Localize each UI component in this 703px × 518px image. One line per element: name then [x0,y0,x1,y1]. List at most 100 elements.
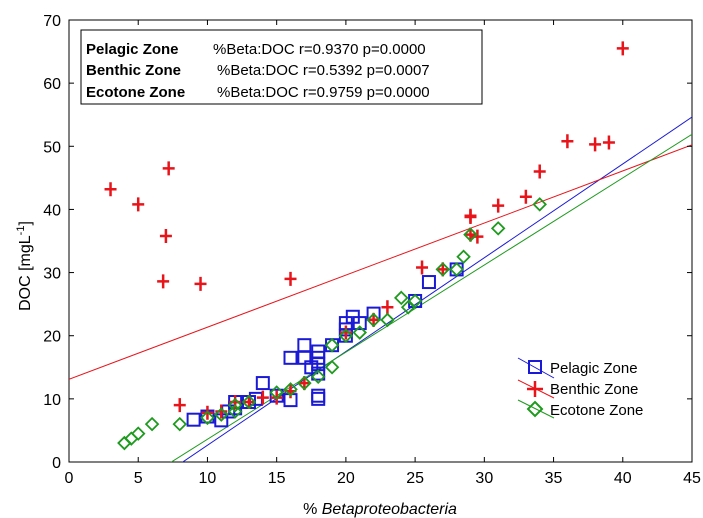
stats-box: Pelagic Zone %Beta:DOC r=0.9370 p=0.0000… [80,29,483,105]
data-point-diamond [227,397,243,413]
x-tick-label: 15 [268,470,286,487]
legend-item-pelagic: Pelagic Zone [517,357,638,379]
data-point-diamond [130,426,146,441]
stats-text-benthic: %Beta:DOC r=0.5392 p=0.0007 [217,62,430,79]
data-point-square [283,350,298,365]
stats-zone-pelagic: Pelagic Zone [86,41,179,58]
y-axis-title: DOC [mgL-1] [15,221,34,311]
x-tick-label: 40 [614,470,632,487]
x-tick-label: 10 [199,470,217,487]
legend-label-pelagic: Pelagic Zone [550,360,638,377]
data-point-plus [157,274,170,289]
data-point-plus [464,208,477,223]
data-point-diamond [435,262,451,277]
stats-text-pelagic: %Beta:DOC r=0.9370 p=0.0000 [213,41,426,58]
data-point-square [297,338,312,353]
series-ecotone-zone [117,197,547,451]
regression-line-ecotone-zone [170,133,692,462]
svg-text:% Betaproteobacteria: % Betaproteobacteria [303,501,457,518]
data-point-plus [416,260,429,275]
data-point-diamond [269,385,284,400]
data-point-square [186,412,201,427]
x-tick-label: 25 [406,470,424,487]
legend: Pelagic Zone Benthic Zone Ecotone Zone [517,357,643,419]
x-tick-label: 5 [134,470,143,487]
legend-marker-pelagic [528,360,542,374]
y-tick-label: 60 [43,76,61,93]
data-point-plus [436,262,449,277]
data-point-plus [104,182,117,197]
data-point-plus [162,161,175,176]
data-point-square [352,316,367,331]
data-point-diamond [214,407,229,422]
data-point-plus [492,198,505,213]
data-point-diamond [227,404,243,419]
x-tick-label: 30 [475,470,493,487]
axis-ticks: 0 5 10 15 20 25 30 35 40 45 0 10 20 30 40 50 60 70 [43,13,701,487]
data-point-square [255,376,270,391]
x-axis-title-italic: Betaproteobacteria [322,501,457,518]
y-tick-label: 0 [52,455,61,472]
data-point-diamond [241,394,257,410]
y-axis-title-main: DOC [mgL [17,235,34,311]
data-point-diamond [200,410,215,426]
series-benthic-zone [104,41,629,420]
x-axis-title-prefix: % [303,501,322,518]
y-axis-title-end: ] [17,221,34,225]
legend-marker-benthic [527,381,543,397]
legend-line-ecotone [517,399,555,419]
data-point-diamond [393,290,409,306]
data-point-diamond [407,293,423,309]
x-tick-label: 20 [337,470,355,487]
svg-text:Pelagic Zone %Beta:DOC: Pelagic Zone %Beta:DOC r=0.9370 p=0.0000 [86,41,426,58]
x-tick-label: 0 [65,470,74,487]
data-point-plus [533,164,546,179]
data-point-plus [602,135,615,150]
data-point-plus [242,395,255,410]
y-tick-label: 30 [43,266,61,283]
data-point-diamond [324,360,340,375]
data-point-square [311,344,326,359]
stats-zone-benthic: Benthic Zone [86,62,181,79]
data-point-diamond [463,227,478,242]
legend-label-benthic: Benthic Zone [550,381,638,398]
data-point-diamond [144,416,160,432]
data-point-diamond [449,262,464,277]
y-tick-label: 70 [43,13,61,30]
legend-item-ecotone: Ecotone Zone [517,399,643,419]
x-tick-label: 45 [683,470,701,487]
data-point-diamond [456,249,471,265]
data-point-plus [589,137,602,152]
data-point-plus [464,227,477,242]
data-point-square [421,275,436,290]
data-point-diamond [366,312,381,328]
plot-area [68,19,693,463]
data-point-diamond [172,416,188,432]
data-point-plus [367,312,380,327]
data-point-plus [298,376,311,391]
legend-label-ecotone: Ecotone Zone [550,402,643,419]
data-point-diamond [283,382,298,397]
data-point-plus [159,228,172,243]
svg-text:Benthic Zone %Beta:DOC: Benthic Zone %Beta:DOC r=0.5392 p=0.0007 [86,62,430,79]
y-tick-label: 40 [43,202,61,219]
x-axis-title: % Betaproteobacteria [303,501,457,518]
svg-text:Ecotone Zone %Beta:DOC: Ecotone Zone %Beta:DOC r=0.9759 p=0.0000 [86,84,430,101]
data-point-plus [616,41,629,56]
data-point-plus [561,134,574,149]
data-point-diamond [338,328,354,343]
data-point-plus [284,271,297,286]
legend-item-benthic: Benthic Zone [517,379,638,399]
data-point-square [311,388,326,403]
y-tick-label: 50 [43,139,61,156]
data-point-plus [519,189,532,204]
plot-frame [68,19,693,463]
y-tick-label: 10 [43,392,61,409]
stats-text-ecotone: %Beta:DOC r=0.9759 p=0.0000 [217,84,430,101]
data-point-diamond [297,375,312,391]
data-point-diamond [532,197,547,212]
legend-line-pelagic [517,357,555,379]
data-point-diamond [352,325,368,340]
y-tick-label: 20 [43,329,61,346]
x-tick-label: 35 [545,470,563,487]
